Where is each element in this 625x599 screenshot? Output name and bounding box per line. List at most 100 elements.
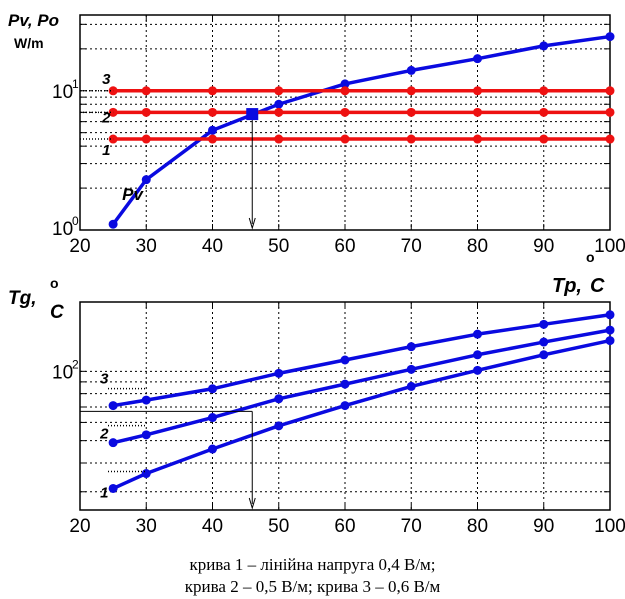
chart1-data-point	[473, 134, 482, 144]
chart2-data-point	[141, 430, 151, 440]
chart1-x-tick-label: 80	[467, 236, 488, 257]
chart2-data-point	[406, 342, 416, 352]
chart2-data-point	[208, 384, 217, 394]
chart1-data-point	[208, 125, 217, 135]
chart1-frame	[79, 14, 611, 231]
chart2-x-tick-label: 80	[467, 516, 488, 537]
chart1-x-tick-label: 50	[268, 236, 289, 257]
series-label: 3	[100, 371, 109, 388]
chart2-data-point	[141, 395, 151, 405]
chart2-x-tick-label: 100	[594, 516, 625, 537]
chart2-data-point	[274, 368, 284, 378]
chart2-data-point	[340, 401, 350, 411]
chart2-x-tick-label: 70	[401, 516, 422, 537]
chart1-data-point	[340, 79, 350, 89]
chart1-data-point	[274, 99, 284, 109]
chart1-y-tick-exponent: 0	[72, 214, 79, 228]
chart1-data-point	[605, 86, 615, 96]
chart1-data-point	[605, 134, 615, 144]
chart2-data-point	[274, 421, 284, 431]
chart2-x-tick-label: 90	[533, 516, 554, 537]
chart2-x-tick-label: 30	[136, 516, 157, 537]
chart2-data-point	[340, 379, 350, 389]
chart1-data-point	[605, 107, 615, 117]
chart2-data-point	[108, 483, 118, 493]
series-label: 1	[100, 484, 108, 501]
chart1-x-tick-label: 70	[401, 236, 422, 257]
chart2-x-tick-label: 50	[268, 516, 289, 537]
chart2-data-point	[340, 355, 350, 365]
chart1-data-point	[473, 86, 482, 96]
chart1-data-point	[208, 107, 217, 117]
chart1-y-tick-exponent: 1	[72, 77, 79, 91]
chart1-data-point	[406, 107, 416, 117]
chart1-data-point	[473, 54, 482, 64]
chart2-x-tick-label: 60	[334, 516, 355, 537]
chart2-data-point	[406, 364, 416, 374]
caption-line-2: крива 2 – 0,5 В/м; крива 3 – 0,6 В/м	[184, 577, 441, 596]
chart1-data-point	[539, 41, 549, 51]
chart2-data-point	[141, 469, 151, 479]
y-axis-unit: C	[50, 302, 64, 323]
chart2-data-point	[539, 350, 549, 360]
chart1-series-line	[111, 34, 611, 226]
chart1-data-point	[605, 32, 615, 42]
chart2-data-point	[406, 381, 416, 391]
chart1-data-point	[141, 175, 151, 185]
y-axis-unit: W/m	[14, 35, 44, 51]
chart2-data-point	[605, 336, 615, 346]
chart1-data-point	[473, 107, 482, 117]
chart1-data-point	[108, 219, 118, 229]
chart1-data-point	[539, 107, 549, 117]
chart2-series-line	[112, 338, 611, 491]
chart2-series-line	[112, 313, 611, 408]
y-axis-title: Pv, Po	[8, 11, 59, 30]
x-axis-unit: C	[590, 275, 605, 297]
chart1-y-tick-label: 10	[52, 82, 73, 103]
chart1-data-point	[274, 134, 284, 144]
reference-arrow-head	[248, 497, 256, 510]
chart2-data-point	[208, 444, 217, 454]
chart1-x-tick-label: 40	[202, 236, 223, 257]
chart1-data-point	[340, 134, 350, 144]
chart1-data-point	[141, 86, 151, 96]
chart1-x-tick-label: 100	[594, 236, 625, 257]
intersection-marker	[246, 108, 259, 121]
chart1-data-point	[539, 86, 549, 96]
x-axis-title: Tp,	[552, 275, 582, 297]
chart2-data-point	[108, 401, 118, 411]
x-axis-degree-symbol: o	[586, 249, 595, 265]
series-label: 2	[99, 426, 109, 443]
chart1-data-point	[208, 134, 217, 144]
chart2-data-point	[605, 310, 615, 320]
chart2-frame	[79, 301, 611, 511]
chart1-x-tick-label: 60	[334, 236, 355, 257]
reference-arrow-head	[248, 217, 256, 230]
chart1-x-tick-label: 20	[69, 236, 90, 257]
series-label: 2	[101, 109, 111, 126]
chart1-data-point	[539, 134, 549, 144]
chart2-data-point	[473, 350, 482, 360]
chart2-data-point	[208, 413, 217, 423]
chart1-data-point	[340, 86, 350, 96]
chart1-data-point	[274, 86, 284, 96]
chart2-y-tick-exponent: 2	[72, 357, 79, 371]
series-label: 1	[102, 142, 110, 159]
chart1-y-tick-label: 10	[52, 219, 73, 240]
chart2-y-tick-label: 10	[52, 362, 73, 383]
chart1-data-point	[406, 65, 416, 75]
series-label: Pv	[122, 185, 144, 204]
chart2-x-tick-label: 20	[69, 516, 90, 537]
chart1-data-point	[406, 86, 416, 96]
chart2-data-point	[108, 438, 118, 448]
chart1-data-point	[340, 107, 350, 117]
y-axis-degree-symbol: o	[50, 275, 59, 291]
chart2-data-point	[539, 319, 549, 329]
chart2-data-point	[539, 337, 549, 347]
series-label: 3	[102, 71, 111, 88]
chart1-data-point	[406, 134, 416, 144]
y-axis-title: Tg,	[8, 288, 37, 309]
chart1-data-point	[141, 107, 151, 117]
chart2-data-point	[473, 365, 482, 375]
